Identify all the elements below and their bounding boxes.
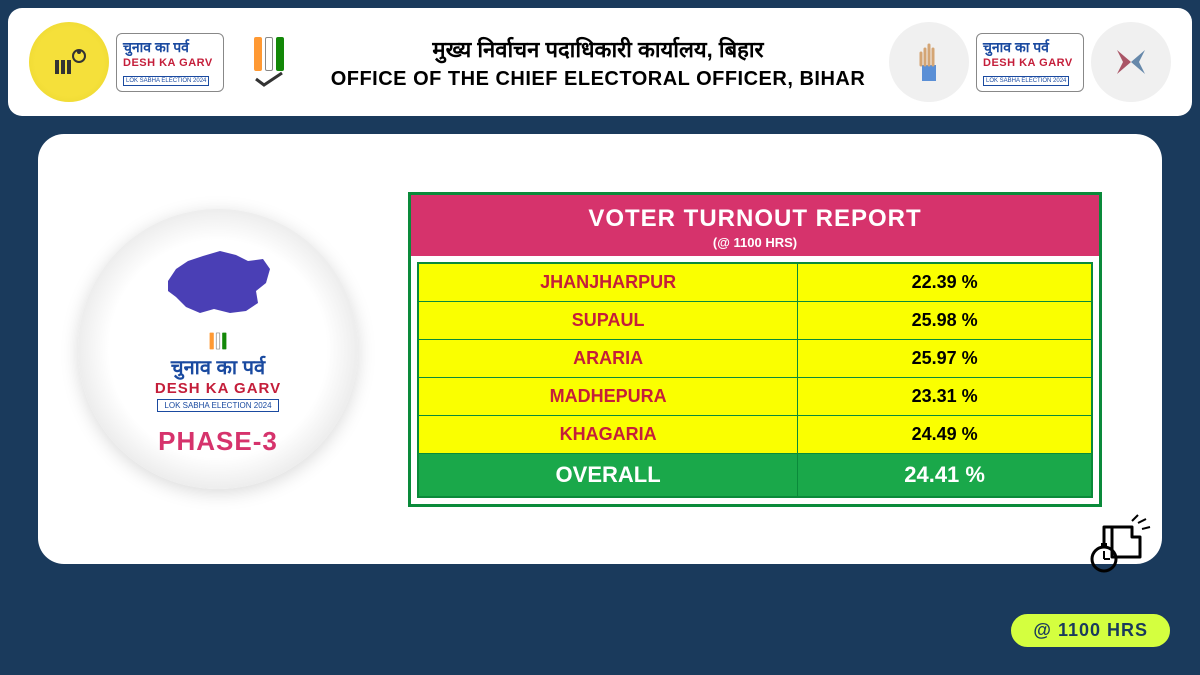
desh-sub-2: LOK SABHA ELECTION 2024 bbox=[983, 76, 1069, 86]
report-title: VOTER TURNOUT REPORT bbox=[411, 205, 1099, 233]
row-value: 25.98 % bbox=[798, 302, 1091, 339]
table-row: MADHEPURA23.31 % bbox=[419, 378, 1091, 416]
logo-accessibility bbox=[22, 20, 116, 104]
overall-name: OVERALL bbox=[419, 454, 798, 496]
hand-stopwatch-icon bbox=[1082, 507, 1162, 587]
logo-desh-ka-garv-left: चुनाव का पर्व DESH KA GARV LOK SABHA ELE… bbox=[116, 33, 224, 92]
logo-eci bbox=[224, 37, 314, 87]
logo-nvd bbox=[1084, 20, 1178, 104]
accessibility-icon bbox=[49, 42, 89, 82]
header-title: मुख्य निर्वाचन पदाधिकारी कार्यालय, बिहार… bbox=[314, 34, 882, 91]
row-value: 25.97 % bbox=[798, 340, 1091, 377]
row-name: SUPAUL bbox=[419, 302, 798, 339]
report-header: VOTER TURNOUT REPORT (@ 1100 HRS) bbox=[411, 195, 1099, 256]
row-name: KHAGARIA bbox=[419, 416, 798, 453]
desh-sub: LOK SABHA ELECTION 2024 bbox=[123, 76, 209, 86]
desh-hindi-2: चुनाव का पर्व bbox=[983, 38, 1077, 57]
hand-vote-icon bbox=[904, 37, 954, 87]
desh-hindi: चुनाव का पर्व bbox=[123, 38, 217, 57]
main-panel: चुनाव का पर्व DESH KA GARV LOK SABHA ELE… bbox=[38, 134, 1162, 564]
time-pill: @ 1100 HRS bbox=[1009, 612, 1172, 649]
table-row: SUPAUL25.98 % bbox=[419, 302, 1091, 340]
desh-en: DESH KA GARV bbox=[123, 57, 217, 69]
overall-value: 24.41 % bbox=[798, 454, 1091, 496]
row-name: JHANJHARPUR bbox=[419, 264, 798, 301]
title-hindi: मुख्य निर्वाचन पदाधिकारी कार्यालय, बिहार bbox=[314, 34, 882, 64]
row-name: MADHEPURA bbox=[419, 378, 798, 415]
logo-bihar-election bbox=[882, 20, 976, 104]
phase-label: PHASE-3 bbox=[158, 426, 278, 457]
phase-badge: चुनाव का पर्व DESH KA GARV LOK SABHA ELE… bbox=[78, 209, 358, 489]
table-row: KHAGARIA24.49 % bbox=[419, 416, 1091, 454]
phase-hindi: चुनाव का पर्व bbox=[171, 353, 265, 380]
report-table: VOTER TURNOUT REPORT (@ 1100 HRS) JHANJH… bbox=[408, 192, 1102, 507]
logo-desh-ka-garv-right: चुनाव का पर्व DESH KA GARV LOK SABHA ELE… bbox=[976, 33, 1084, 92]
phase-en: DESH KA GARV bbox=[155, 380, 281, 397]
butterfly-icon bbox=[1109, 40, 1153, 84]
table-row: ARARIA25.97 % bbox=[419, 340, 1091, 378]
row-value: 22.39 % bbox=[798, 264, 1091, 301]
title-en: OFFICE OF THE CHIEF ELECTORAL OFFICER, B… bbox=[314, 68, 882, 91]
row-name: ARARIA bbox=[419, 340, 798, 377]
eci-check-icon bbox=[254, 71, 284, 87]
row-value: 24.49 % bbox=[798, 416, 1091, 453]
phase-sub: LOK SABHA ELECTION 2024 bbox=[157, 399, 278, 412]
bihar-map-icon bbox=[158, 241, 278, 321]
desh-en-2: DESH KA GARV bbox=[983, 57, 1077, 69]
header-band: चुनाव का पर्व DESH KA GARV LOK SABHA ELE… bbox=[8, 8, 1192, 116]
row-value: 23.31 % bbox=[798, 378, 1091, 415]
table-row: JHANJHARPUR22.39 % bbox=[419, 264, 1091, 302]
table-row-overall: OVERALL24.41 % bbox=[419, 454, 1091, 496]
report-subtitle: (@ 1100 HRS) bbox=[411, 235, 1099, 250]
